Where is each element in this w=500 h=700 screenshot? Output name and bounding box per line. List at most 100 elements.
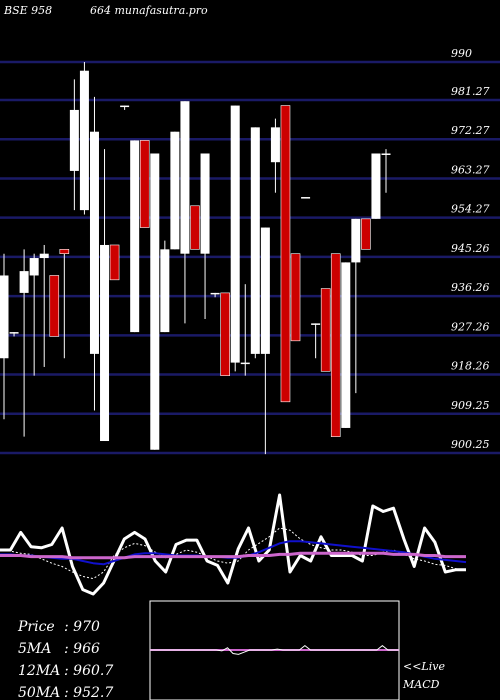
candle-body-up xyxy=(19,271,29,293)
candle xyxy=(69,79,79,211)
candle xyxy=(250,127,260,359)
candle xyxy=(311,323,321,359)
candle xyxy=(9,332,19,337)
stat-price-value: : 970 xyxy=(64,619,100,635)
y-tick-label: 945.26 xyxy=(451,242,490,255)
stat-price-label: Price xyxy=(17,619,55,635)
candle xyxy=(290,253,301,342)
candle xyxy=(79,62,89,215)
y-tick-label: 954.27 xyxy=(451,203,490,216)
candle-body-down xyxy=(320,288,331,372)
candle-body-up xyxy=(250,127,260,354)
candle xyxy=(180,101,190,324)
candle xyxy=(170,131,180,250)
candle xyxy=(150,153,160,450)
candle-body-down xyxy=(139,140,150,228)
candle xyxy=(0,253,9,420)
y-tick-label: 927.26 xyxy=(451,320,490,333)
stats-block: Price : 970 5MA : 966 12MA : 960.7 50MA … xyxy=(17,619,113,700)
stat-5ma-label: 5MA xyxy=(18,641,51,657)
candle-body-up xyxy=(79,70,89,211)
candle-body-up xyxy=(69,109,79,171)
candle-body-up xyxy=(9,332,19,334)
candle xyxy=(100,149,110,442)
stat-50ma-label: 50MA xyxy=(18,685,60,700)
candle-body-down xyxy=(290,253,301,342)
candle-body-down xyxy=(361,218,371,250)
candle xyxy=(341,262,351,428)
stat-5ma-value: : 966 xyxy=(64,641,100,657)
ma-line-price xyxy=(0,493,466,596)
macd-panel xyxy=(149,600,400,700)
candle-body-up xyxy=(100,244,110,442)
candle xyxy=(160,240,170,333)
candlestick-series xyxy=(0,62,391,455)
candle-body-up xyxy=(341,262,351,428)
candle xyxy=(240,284,250,376)
candle-body-up xyxy=(0,275,9,359)
y-tick-label: 900.25 xyxy=(451,438,490,451)
stat-12ma-label: 12MA xyxy=(18,663,60,679)
candle-body-up xyxy=(89,131,99,354)
candle xyxy=(19,249,29,437)
candle-body-down xyxy=(109,244,120,281)
candle xyxy=(301,197,311,199)
candle xyxy=(330,253,341,437)
candle xyxy=(230,105,240,372)
candle-body-up xyxy=(311,323,321,325)
candle-body-down xyxy=(190,205,200,250)
candle xyxy=(49,275,60,337)
header-left: BSE 958 xyxy=(3,4,52,17)
candle-body-up xyxy=(301,197,311,199)
y-tick-label: 972.27 xyxy=(451,124,490,137)
candle-body-up xyxy=(260,227,270,354)
moving-average-panel xyxy=(0,493,467,596)
candle xyxy=(260,227,270,455)
candle xyxy=(29,253,39,376)
candle-body-up xyxy=(29,258,39,276)
candle-body-up xyxy=(270,127,280,163)
candle xyxy=(39,244,49,367)
candle xyxy=(59,249,70,359)
candle-body-up xyxy=(150,153,160,450)
candle-body-up xyxy=(180,101,190,254)
candle xyxy=(381,149,391,193)
candle-body-up xyxy=(160,249,170,333)
candle-body-up xyxy=(39,253,49,259)
candle-body-down xyxy=(49,275,60,337)
macd-label-macd: MACD xyxy=(402,678,440,691)
candle xyxy=(320,288,331,372)
candle-body-up xyxy=(240,362,250,365)
candle xyxy=(139,140,150,228)
stat-12ma-value: : 960.7 xyxy=(64,663,113,679)
candle-body-down xyxy=(59,249,70,254)
y-tick-label: 981.27 xyxy=(451,85,490,98)
candle xyxy=(270,118,280,193)
y-tick-label: 990 xyxy=(451,47,472,60)
candle xyxy=(210,292,220,298)
macd-label-live: <<Live xyxy=(403,660,445,673)
candle-body-up xyxy=(371,153,381,219)
y-tick-label: 909.25 xyxy=(451,399,490,412)
candle xyxy=(120,105,130,110)
candle-body-down xyxy=(220,292,230,376)
candle xyxy=(109,244,120,281)
candle-body-up xyxy=(200,153,210,254)
candle-body-down xyxy=(330,253,341,437)
candle xyxy=(89,96,99,411)
candle-body-up xyxy=(351,218,361,263)
candle xyxy=(371,153,381,219)
candle-body-up xyxy=(230,105,240,363)
y-tick-label: 936.26 xyxy=(451,281,490,294)
ma-line-ma_long xyxy=(0,551,466,560)
candle xyxy=(361,218,371,250)
stat-50ma-value: : 952.7 xyxy=(64,685,113,700)
price-axis-labels: 990 981.27 972.27 963.27 954.27 945.26 936.26 9… xyxy=(451,47,490,451)
y-tick-label: 963.27 xyxy=(451,163,490,176)
y-tick-label: 918.26 xyxy=(451,360,490,373)
candle-body-down xyxy=(280,105,291,403)
candle-body-up xyxy=(130,140,140,333)
candle xyxy=(220,292,230,376)
candle-body-up xyxy=(120,105,130,108)
